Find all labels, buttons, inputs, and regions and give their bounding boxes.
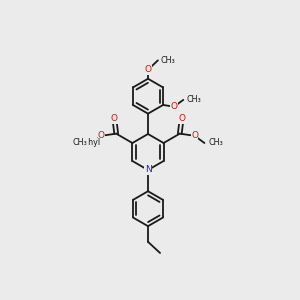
Text: CH₃: CH₃	[208, 139, 223, 148]
Text: CH₃: CH₃	[186, 95, 201, 104]
Text: O: O	[191, 131, 198, 140]
Text: O: O	[145, 65, 152, 74]
Text: O: O	[170, 102, 177, 111]
Text: O: O	[98, 131, 105, 140]
Text: CH₃: CH₃	[161, 56, 176, 65]
Text: N: N	[145, 166, 152, 175]
Text: O: O	[111, 114, 118, 123]
Text: O: O	[178, 114, 185, 123]
Text: CH₃: CH₃	[73, 139, 88, 148]
Text: methyl: methyl	[73, 139, 100, 148]
